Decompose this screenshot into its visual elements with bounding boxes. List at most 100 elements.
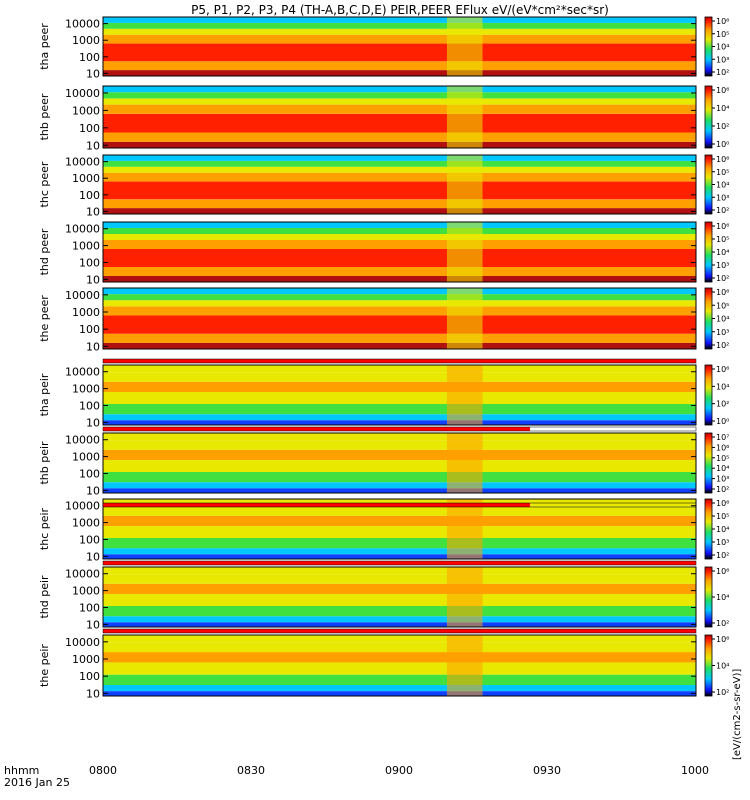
y-tick-label: 10000 [65,223,100,236]
heatmap-band [103,449,696,460]
y-tick-label: 10 [86,205,100,218]
colorbar-tick-label: 10⁴ [716,181,729,190]
heatmap-band [103,249,696,267]
heatmap-band [103,240,696,249]
panel-thd-peir: 10 100 1000 10000 thd peir 10⁶ 10⁴ 10² [38,566,729,631]
y-tick-label: 10000 [65,568,100,581]
heatmap-band [103,554,696,559]
colorbar-tick-label: 10³ [716,261,729,270]
panel-ylabel: thb peir [38,441,51,485]
heatmap-band [103,43,696,62]
heatmap-band [103,567,696,575]
heatmap-band [103,22,696,29]
colorbar-tick-label: 10⁰ [716,140,729,149]
colorbar-tick-label: 10² [716,619,729,628]
colorbar-tick-label: 10⁶ [716,86,729,95]
heatmap-band [103,92,696,99]
colorbar-tick-label: 10² [716,551,729,560]
colorbar-tick-label: 10⁵ [716,454,729,463]
colorbar [704,364,713,426]
flag-bar [103,427,530,431]
heatmap-band [103,98,696,105]
colorbar-tick-label: 10⁴ [716,593,729,602]
heatmap-band [103,222,696,228]
heatmap-event-column [446,499,483,559]
heatmap-band [103,488,696,493]
time-tick-1: 0830 [237,764,265,777]
heatmap-band [103,294,696,301]
panel-frame [102,566,697,628]
heatmap-band [103,662,696,675]
y-tick-label: 100 [79,399,100,412]
panel-frame [102,498,697,560]
flag-bar-frame [102,426,697,432]
flag-bar-frame [102,502,697,508]
heatmap-event-column [446,86,483,148]
heatmap-band [103,404,696,415]
colorbar-tick-label: 10⁵ [716,168,729,177]
y-tick-label: 10000 [65,366,100,379]
colorbar [704,154,713,215]
heatmap-band [103,685,696,692]
colorbar [704,498,713,560]
heatmap-band [103,574,696,584]
heatmap-band [103,538,696,549]
y-tick-label: 1000 [72,240,100,253]
y-tick-label: 10000 [65,18,100,31]
heatmap-band [103,526,696,538]
colorbar-tick-label: 10² [716,688,729,697]
heatmap-band [103,392,696,404]
heatmap-band [103,306,696,316]
heatmap-event-column [446,433,483,493]
colorbar [704,634,713,697]
flag-bar-frame [102,628,697,634]
y-tick-label: 10 [86,416,100,429]
panel-frame [102,364,697,426]
panel-tha-peir: 10 100 1000 10000 tha peir 10⁶ 10⁴ 10² 10⁰ [38,364,729,429]
y-tick-label: 1000 [72,34,100,47]
y-tick-label: 100 [79,51,100,64]
y-tick-label: 100 [79,256,100,269]
colorbar-tick-label: 10² [716,122,729,131]
heatmap-band [103,583,696,594]
panel-ylabel: thb peer [38,93,51,140]
heatmap-band [103,365,696,373]
colorbar-tick-label: 10² [716,68,729,77]
heatmap-band [103,208,696,214]
time-tick-2: 0900 [385,764,413,777]
heatmap-band [103,333,696,343]
panel-ylabel: tha peer [38,23,51,70]
heatmap-band [103,622,696,627]
heatmap-band [103,160,696,167]
colorbar-tick-label: 10⁰ [716,417,729,426]
panel-thb-peer: 10 100 1000 10000 thb peer 10⁶ 10⁴ 10² 10⁰ [38,85,729,152]
heatmap-band [103,61,696,71]
heatmap-event-column [446,222,483,282]
colorbar-tick-label: 10² [716,341,729,350]
y-tick-label: 1000 [72,517,100,530]
heatmap-band [103,414,696,421]
heatmap-band [103,420,696,425]
colorbar [704,221,713,283]
colorbar-tick-label: 10⁴ [716,248,729,257]
panel-tha-peer: 10 100 1000 10000 tha peer 10⁶ 10⁵ 10⁴ 10³ 10² [38,16,729,80]
colorbar-tick-label: 10⁵ [716,512,729,521]
colorbar-tick-label: 10² [716,485,729,494]
y-tick-label: 100 [79,533,100,546]
heatmap-band [103,267,696,276]
y-tick-label: 100 [79,323,100,336]
panel-ylabel: thd peer [38,228,51,275]
colorbar-tick-label: 10⁶ [716,288,729,297]
heatmap-event-column [446,155,483,214]
colorbar [704,16,713,77]
heatmap-band [103,594,696,606]
heatmap-event-column [446,17,483,76]
y-tick-label: 10000 [65,636,100,649]
y-tick-label: 10 [86,687,100,700]
y-tick-label: 10 [86,550,100,563]
heatmap-band [103,34,696,44]
y-tick-label: 10000 [65,500,100,513]
panel-frame [102,85,697,149]
